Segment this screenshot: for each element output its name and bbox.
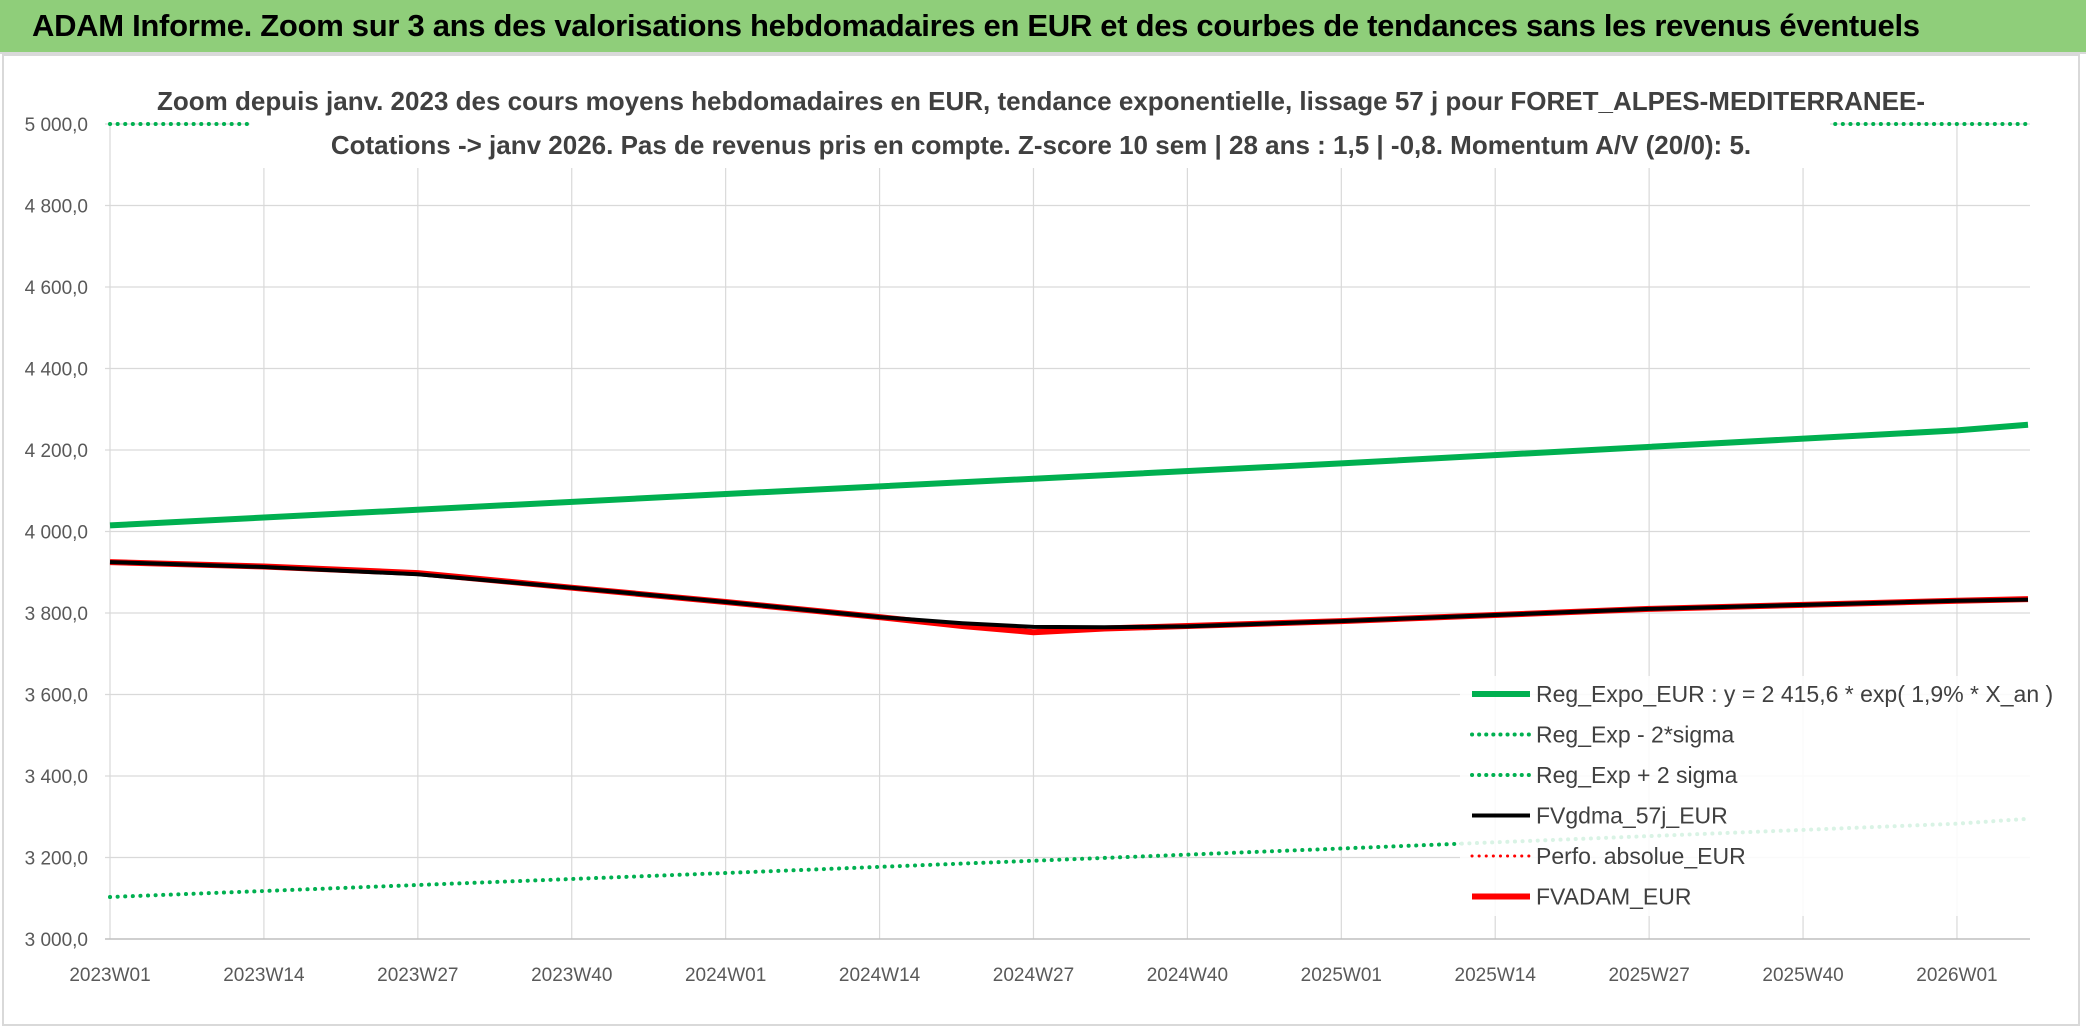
x-tick-label: 2023W27	[377, 965, 458, 986]
y-tick-label: 4 600,0	[25, 278, 88, 299]
x-tick-label: 2025W40	[1762, 965, 1843, 986]
legend-label: Reg_Exp - 2*sigma	[1536, 722, 1734, 748]
x-tick-label: 2025W14	[1455, 965, 1537, 986]
x-tick-label: 2025W27	[1608, 965, 1689, 986]
series-line	[109, 560, 2029, 630]
series-line	[109, 421, 2029, 529]
x-tick-label: 2024W14	[839, 965, 921, 986]
y-tick-label: 3 400,0	[25, 767, 88, 788]
legend-label: FVgdma_57j_EUR	[1536, 803, 1728, 829]
x-tick-label: 2023W01	[69, 965, 150, 986]
y-tick-label: 5 000,0	[25, 115, 88, 136]
y-tick-label: 3 200,0	[25, 849, 88, 870]
y-axis-tick-labels: 3 000,0 3 200,0 3 400,0 3 600,0 3 800,0 4 000…	[25, 115, 88, 951]
y-tick-label: 4 200,0	[25, 441, 88, 462]
legend-label: Reg_Exp + 2 sigma	[1536, 762, 1738, 788]
y-tick-label: 4 000,0	[25, 523, 88, 544]
series-line	[108, 816, 2030, 899]
report-banner-title: ADAM Informe. Zoom sur 3 ans des valoris…	[32, 8, 1920, 43]
legend-label: Reg_Expo_EUR : y = 2 415,6 * exp( 1,9% *…	[1536, 681, 2053, 707]
chart-frame	[2, 54, 2080, 1026]
chart-title-line-2: Cotations -> janv 2026. Pas de revenus p…	[331, 130, 1751, 160]
y-tick-label: 4 400,0	[25, 360, 88, 381]
x-tick-label: 2023W40	[531, 965, 612, 986]
y-tick-label: 3 800,0	[25, 604, 88, 625]
x-tick-label: 2024W40	[1147, 965, 1228, 986]
x-axis-tick-labels: 2023W01 2023W14 2023W27 2023W40 2024W01 2024W…	[69, 965, 1997, 986]
legend-background	[1460, 676, 2040, 916]
x-tick-label: 2023W14	[223, 965, 305, 986]
chart-title-line-1: Zoom depuis janv. 2023 des cours moyens …	[157, 86, 1925, 116]
chart-title: Zoom depuis janv. 2023 des cours moyens …	[157, 80, 1925, 168]
x-tick-label: 2024W27	[993, 965, 1074, 986]
y-tick-label: 3 000,0	[25, 930, 88, 951]
chart-title-background	[250, 80, 1830, 168]
legend-label: FVADAM_EUR	[1536, 884, 1692, 910]
legend-label: Perfo. absolue_EUR	[1536, 843, 1746, 869]
x-tick-label: 2025W01	[1301, 965, 1382, 986]
legend: Reg_Expo_EUR : y = 2 415,6 * exp( 1,9% *…	[1460, 676, 2053, 916]
report-banner: ADAM Informe. Zoom sur 3 ans des valoris…	[0, 0, 2086, 54]
x-tick-label: 2024W01	[685, 965, 766, 986]
x-tick-label: 2026W01	[1916, 965, 1997, 986]
y-tick-label: 4 800,0	[25, 197, 88, 218]
y-tick-label: 3 600,0	[25, 686, 88, 707]
